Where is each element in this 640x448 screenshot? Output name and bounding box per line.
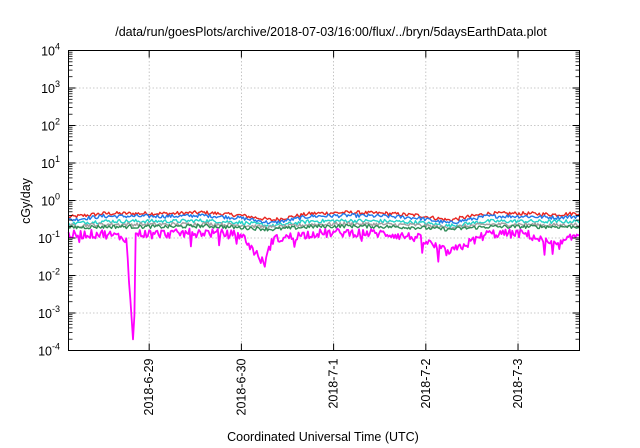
y-tick-label: 104: [41, 42, 60, 59]
y-tick-label: 100: [41, 192, 60, 209]
plot-frame: [68, 50, 580, 351]
y-tick-label: 103: [41, 79, 60, 96]
y-tick-label: 10-3: [38, 304, 60, 321]
chart-title: /data/run/goesPlots/archive/2018-07-03/1…: [115, 25, 547, 39]
y-tick-label: 10-1: [38, 229, 60, 246]
tick-layer: 10-4 10-3 10-2 10-1 100 101 102 103 104 2018-6-29…: [38, 42, 580, 416]
series-line: [68, 210, 580, 222]
x-tick-label: 2018-6-29: [142, 358, 156, 415]
x-tick-label: 2018-6-30: [234, 358, 248, 415]
x-tick-label: 2018-7-2: [419, 358, 433, 408]
series-line: [67, 227, 581, 341]
series-line: [67, 223, 580, 232]
x-tick-label: 2018-7-3: [511, 358, 525, 408]
grid-layer: [68, 50, 580, 351]
series-line: [68, 212, 580, 225]
y-tick-label: 10-4: [38, 342, 60, 359]
series-line: [67, 218, 580, 229]
y-axis-label: cGy/day: [19, 177, 33, 224]
y-tick-label: 10-2: [38, 267, 60, 284]
y-tick-label: 101: [41, 154, 60, 171]
y-tick-label: 102: [41, 117, 60, 134]
series-layer: [67, 210, 581, 341]
x-axis-label: Coordinated Universal Time (UTC): [227, 430, 419, 444]
x-tick-label: 2018-7-1: [327, 358, 341, 408]
